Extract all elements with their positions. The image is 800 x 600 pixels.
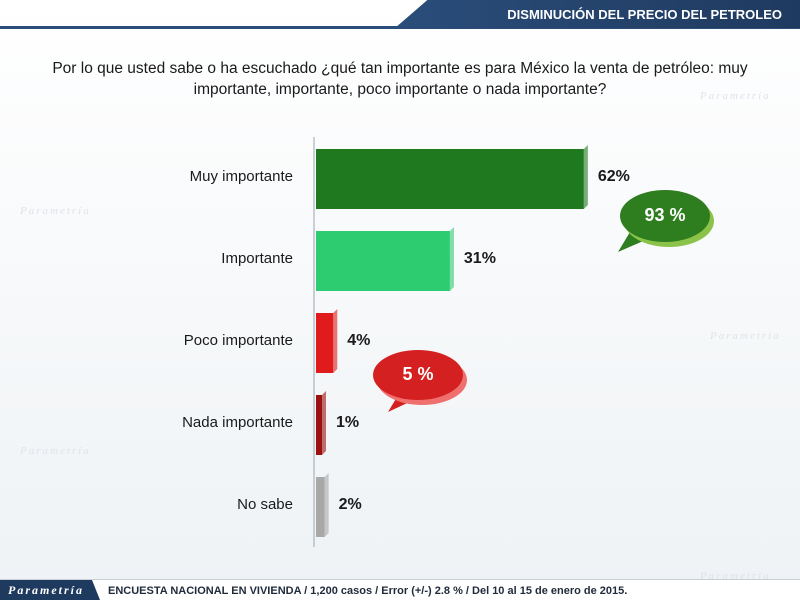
callout-bubble <box>618 190 714 252</box>
watermark: Parametría <box>700 90 771 102</box>
watermark: Parametría <box>20 445 91 457</box>
bar-side <box>324 473 329 537</box>
category-label: Nada importante <box>182 414 293 431</box>
footer-brand: Parametría <box>0 580 100 600</box>
bar-muy-importante <box>316 149 584 209</box>
value-label: 4% <box>347 332 371 349</box>
bar-side <box>583 145 588 209</box>
callout-text: 5 % <box>402 364 434 384</box>
value-label: 31% <box>463 250 496 267</box>
watermark: Parametría <box>710 330 781 342</box>
header-title: DISMINUCIÓN DEL PRECIO DEL PETROLEO <box>507 6 782 22</box>
survey-question: Por lo que usted sabe o ha escuchado ¿qu… <box>52 60 748 98</box>
category-label: Importante <box>221 250 293 267</box>
bar-nada-importante <box>316 395 322 455</box>
bar-side <box>322 391 326 455</box>
callout-text: 93 % <box>644 205 686 225</box>
bar-no-sabe <box>316 477 325 537</box>
category-label: Muy importante <box>189 168 293 185</box>
category-label: No sabe <box>237 496 293 513</box>
bar-side <box>449 227 454 291</box>
watermark: Parametría <box>20 205 91 217</box>
value-label: 62% <box>597 168 630 185</box>
bar-importante <box>316 231 450 291</box>
bar-side <box>333 309 338 373</box>
value-label: 2% <box>338 496 362 513</box>
header-banner: DISMINUCIÓN DEL PRECIO DEL PETROLEO <box>395 0 800 28</box>
callout-bubble <box>373 350 467 412</box>
value-label: 1% <box>336 414 360 431</box>
footer: Parametría ENCUESTA NACIONAL EN VIVIENDA… <box>0 579 800 600</box>
bar-poco-importante <box>316 313 334 373</box>
footer-note: ENCUESTA NACIONAL EN VIVIENDA / 1,200 ca… <box>108 585 628 597</box>
category-label: Poco importante <box>183 332 293 349</box>
